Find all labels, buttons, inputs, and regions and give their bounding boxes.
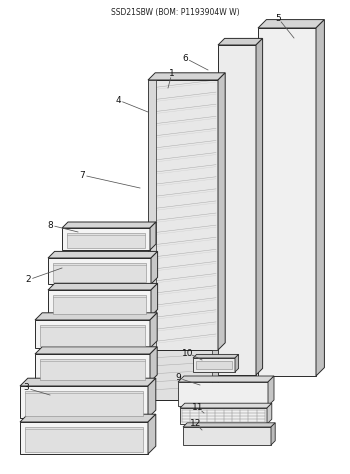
Polygon shape: [150, 347, 157, 382]
Polygon shape: [218, 45, 256, 375]
Polygon shape: [218, 38, 262, 45]
Text: 6: 6: [182, 54, 188, 63]
Text: 1: 1: [169, 69, 175, 78]
Polygon shape: [25, 391, 143, 416]
Polygon shape: [180, 403, 272, 408]
Polygon shape: [48, 258, 151, 284]
Polygon shape: [25, 427, 143, 452]
Polygon shape: [35, 354, 150, 382]
Text: 12: 12: [190, 419, 202, 428]
Polygon shape: [183, 423, 275, 427]
Polygon shape: [67, 233, 145, 248]
Polygon shape: [193, 358, 235, 372]
Polygon shape: [53, 263, 146, 282]
Polygon shape: [258, 19, 324, 28]
Polygon shape: [40, 359, 145, 380]
Polygon shape: [150, 222, 156, 250]
Polygon shape: [196, 361, 232, 369]
Polygon shape: [151, 251, 158, 284]
Polygon shape: [148, 73, 225, 80]
Text: 8: 8: [47, 220, 53, 229]
Polygon shape: [256, 38, 262, 375]
Polygon shape: [180, 408, 267, 424]
Polygon shape: [35, 320, 150, 348]
Polygon shape: [148, 414, 156, 454]
Polygon shape: [20, 386, 148, 418]
Text: 9: 9: [175, 374, 181, 383]
Polygon shape: [151, 283, 158, 316]
Polygon shape: [316, 19, 324, 376]
Polygon shape: [267, 403, 272, 424]
Polygon shape: [212, 350, 218, 400]
Polygon shape: [193, 355, 239, 358]
Polygon shape: [48, 251, 158, 258]
Text: 4: 4: [115, 95, 121, 104]
Polygon shape: [271, 423, 275, 445]
Polygon shape: [35, 313, 157, 320]
Polygon shape: [148, 378, 156, 418]
Polygon shape: [62, 228, 150, 250]
Polygon shape: [268, 376, 274, 406]
Polygon shape: [258, 28, 316, 376]
Polygon shape: [148, 80, 218, 350]
Text: 2: 2: [25, 275, 31, 284]
Text: 10: 10: [182, 348, 194, 357]
Polygon shape: [20, 378, 156, 386]
Polygon shape: [235, 355, 239, 372]
Polygon shape: [48, 290, 151, 316]
Polygon shape: [53, 295, 146, 314]
Text: 7: 7: [79, 171, 85, 180]
Polygon shape: [62, 222, 156, 228]
Polygon shape: [148, 80, 156, 350]
Polygon shape: [150, 313, 157, 348]
Polygon shape: [48, 283, 158, 290]
Polygon shape: [35, 347, 157, 354]
Text: 5: 5: [275, 13, 281, 22]
Text: 11: 11: [192, 403, 204, 412]
Polygon shape: [40, 325, 145, 346]
Polygon shape: [148, 350, 218, 400]
Polygon shape: [178, 376, 274, 382]
Text: SSD21SBW (BOM: P1193904W W): SSD21SBW (BOM: P1193904W W): [111, 8, 239, 17]
Polygon shape: [20, 414, 156, 422]
Polygon shape: [218, 73, 225, 350]
Text: 3: 3: [23, 383, 29, 392]
Polygon shape: [183, 427, 271, 445]
Polygon shape: [178, 382, 268, 406]
Polygon shape: [20, 422, 148, 454]
